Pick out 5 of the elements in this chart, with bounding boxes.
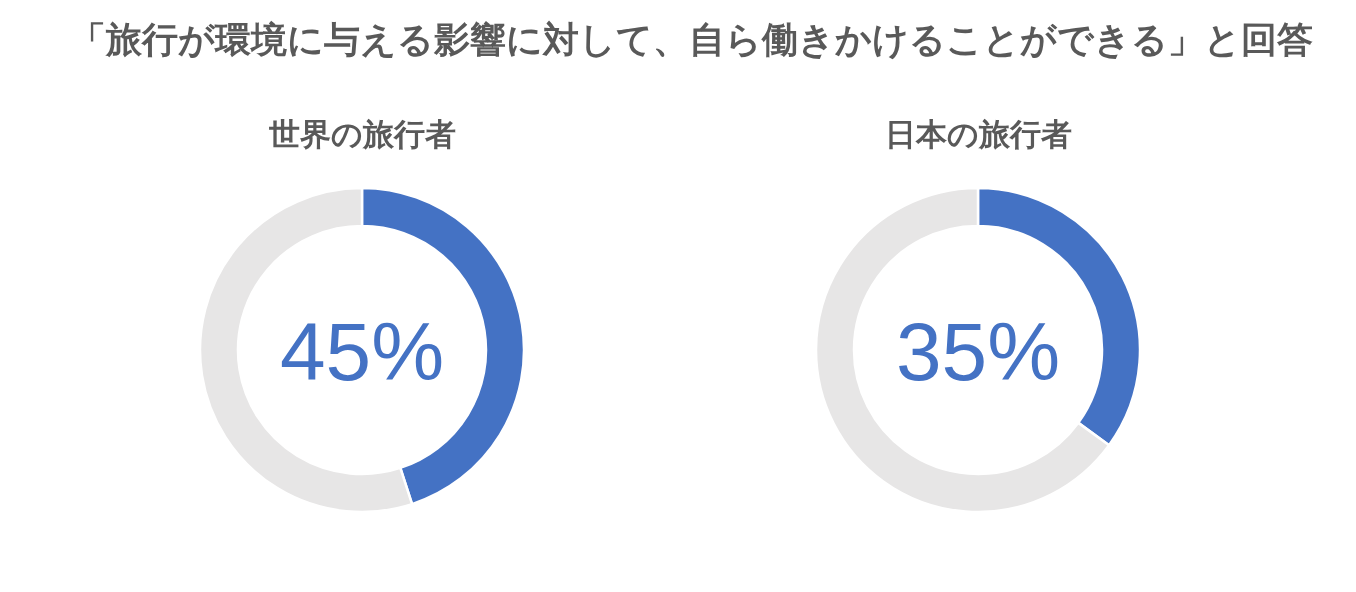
text: 45% (279, 306, 445, 397)
chart-title: 世界の旅行者 (267, 117, 456, 152)
text: 35% (895, 306, 1061, 397)
text: 「旅行が環境に与える影響に対して、自ら働きかけることができる」と回答 (69, 19, 1313, 60)
chart-title: 日本の旅行者 (884, 117, 1072, 152)
